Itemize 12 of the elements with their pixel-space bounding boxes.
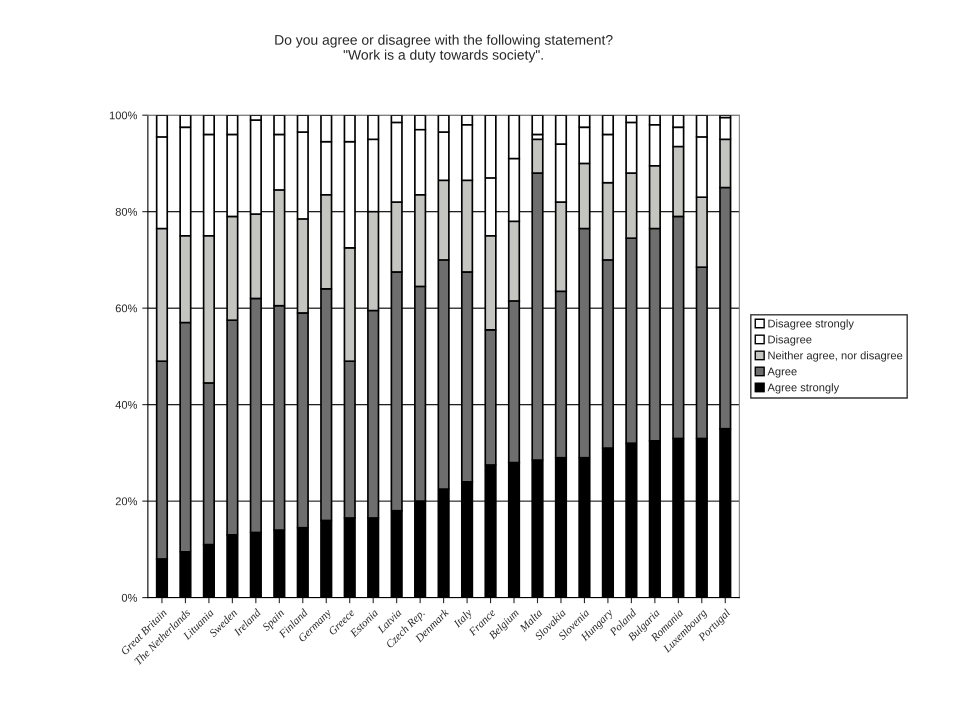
y-tick-label: 100%: [110, 111, 138, 120]
chart-title: Do you agree or disagree with the following statement? "Work is a duty towards society".: [275, 34, 613, 63]
y-tick-label: 40%: [115, 400, 138, 409]
y-tick-label: 0%: [122, 594, 138, 602]
legend-label: Agree: [768, 368, 797, 378]
legend-label: Disagree strongly: [768, 319, 854, 330]
legend-label: Neither agree, nor disagree: [768, 351, 902, 362]
y-tick-label: 20%: [116, 497, 138, 506]
legend-label: Agree strongly: [768, 383, 840, 394]
y-tick-label: 60%: [116, 304, 138, 312]
legend-label: Disagree: [768, 335, 812, 346]
y-tick-label: 80%: [116, 208, 138, 216]
